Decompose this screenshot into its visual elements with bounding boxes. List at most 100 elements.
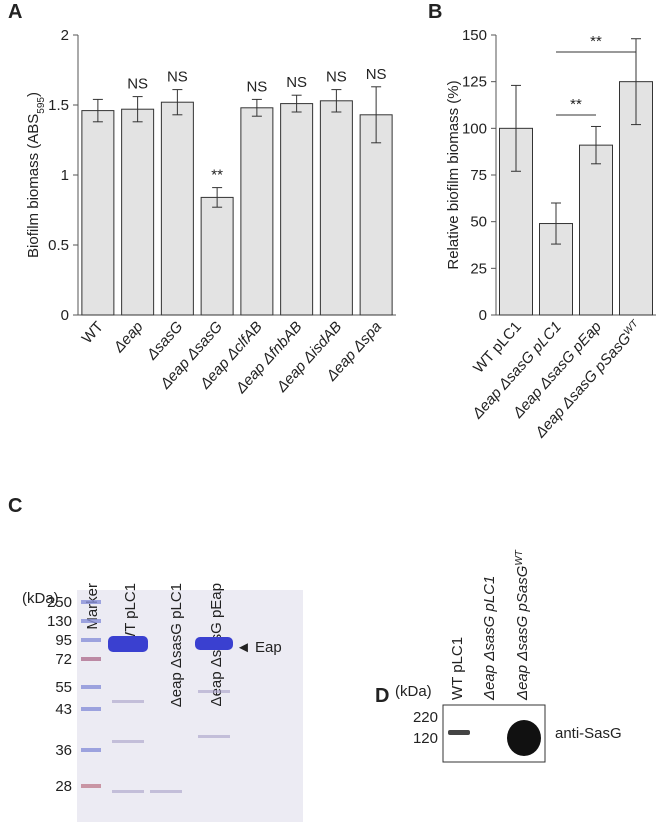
error-bar <box>551 202 561 245</box>
error-bar <box>92 98 103 123</box>
error-bar <box>212 187 223 208</box>
antibody-label: anti-SasG <box>555 725 622 742</box>
y-tick-label: 150 <box>462 27 487 44</box>
error-bar <box>132 96 143 123</box>
bar <box>579 144 613 316</box>
marker-label: 28 <box>55 778 72 795</box>
marker-label: 72 <box>55 651 72 668</box>
faint-band <box>112 700 144 703</box>
lane-label: WT pLC1 <box>122 583 139 646</box>
panel-label: C <box>8 495 22 517</box>
marker-label: 120 <box>413 730 438 747</box>
annotation: NS <box>167 69 188 86</box>
lane-label: Δeap ΔsasG pLC1 <box>168 583 185 707</box>
marker-label: 43 <box>55 701 72 718</box>
faint-band <box>112 740 144 743</box>
lane-label-text: WT pLC1 <box>449 637 466 700</box>
error-bar <box>631 38 641 126</box>
arrow: ◄ <box>236 639 255 656</box>
y-tick-label: 1 <box>61 167 69 184</box>
y-tick-label: 1.5 <box>48 97 69 114</box>
unit-label: (kDa) <box>22 590 59 607</box>
faint-band <box>112 790 144 793</box>
y-tick-label: 0 <box>61 307 69 324</box>
panel-label: A <box>8 1 22 23</box>
y-axis-label-text: Biofilm biomass (ABS <box>25 114 42 258</box>
bar <box>81 110 115 316</box>
bar <box>200 196 234 316</box>
lane-label-text: Δeap ΔsasG pSasG <box>514 565 531 701</box>
marker-band <box>81 657 101 661</box>
error-bar <box>511 84 521 172</box>
marker-label: 250 <box>47 594 72 611</box>
bar <box>160 101 194 316</box>
error-bar <box>291 94 302 113</box>
y-tick-label: 0.5 <box>48 237 69 254</box>
marker-band <box>81 638 101 642</box>
annotation: NS <box>127 76 148 93</box>
marker-band <box>81 784 101 788</box>
y-axis-label-end: ) <box>25 92 42 97</box>
faint-band <box>150 790 182 793</box>
superscript: WT <box>514 549 525 565</box>
y-tick-label: 0 <box>479 307 487 324</box>
marker-band <box>81 707 101 711</box>
error-bar <box>251 98 262 117</box>
faint-band <box>198 735 230 738</box>
bar <box>240 107 274 316</box>
marker-band <box>81 748 101 752</box>
annotation: ** <box>211 167 223 184</box>
lane-label: Δeap ΔsasG pSasGWT <box>514 549 532 701</box>
y-tick-label: 50 <box>470 214 487 231</box>
annotation: NS <box>286 74 307 91</box>
panel-label: B <box>428 1 442 23</box>
unit-label: (kDa) <box>395 683 432 700</box>
band <box>108 636 148 652</box>
marker-label: 220 <box>413 709 438 726</box>
error-bar <box>591 125 601 165</box>
y-tick-label: 75 <box>470 167 487 184</box>
lane-label: Marker <box>84 583 101 630</box>
marker-label: 55 <box>55 679 72 696</box>
y-axis-label-text: Relative biofilm biomass (%) <box>445 80 462 269</box>
error-bar <box>172 89 183 116</box>
marker-band <box>81 685 101 689</box>
bar <box>359 114 393 316</box>
annotation: NS <box>246 78 267 95</box>
annotation: NS <box>366 66 387 83</box>
marker-band <box>81 600 101 604</box>
faint-band <box>198 690 230 693</box>
bar <box>319 100 353 316</box>
band-label-text: Eap <box>255 639 282 656</box>
significance-label: ** <box>570 96 582 113</box>
band <box>448 730 470 735</box>
marker-band <box>81 619 101 623</box>
error-bar <box>331 89 342 113</box>
band-label: ◄ Eap <box>236 639 282 656</box>
x-tick-label-text: WT <box>79 318 107 347</box>
significance-label: ** <box>590 33 602 50</box>
x-tick-label: Δeap <box>110 318 147 356</box>
panel-label: D <box>375 685 389 707</box>
gel <box>77 590 303 822</box>
lane-label: WT pLC1 <box>449 637 466 700</box>
y-tick-label: 100 <box>462 120 487 137</box>
band <box>507 720 541 756</box>
band <box>195 637 233 650</box>
y-tick-label: 2 <box>61 27 69 44</box>
marker-label: 95 <box>55 632 72 649</box>
y-axis-label: Biofilm biomass (ABS595) <box>25 92 47 258</box>
bar <box>280 103 314 316</box>
x-tick-label-text: Δeap <box>110 318 147 356</box>
lane-label-text: Δeap ΔsasG pLC1 <box>481 576 498 701</box>
bar <box>121 108 155 316</box>
lane-label: Δeap ΔsasG pLC1 <box>481 576 498 701</box>
y-tick-label: 25 <box>470 260 487 277</box>
x-tick-label: WT <box>79 318 107 347</box>
error-bar <box>371 86 382 144</box>
y-tick-label: 125 <box>462 74 487 91</box>
marker-label: 130 <box>47 613 72 630</box>
marker-label: 36 <box>55 742 72 759</box>
y-axis-label: Relative biofilm biomass (%) <box>445 80 462 269</box>
